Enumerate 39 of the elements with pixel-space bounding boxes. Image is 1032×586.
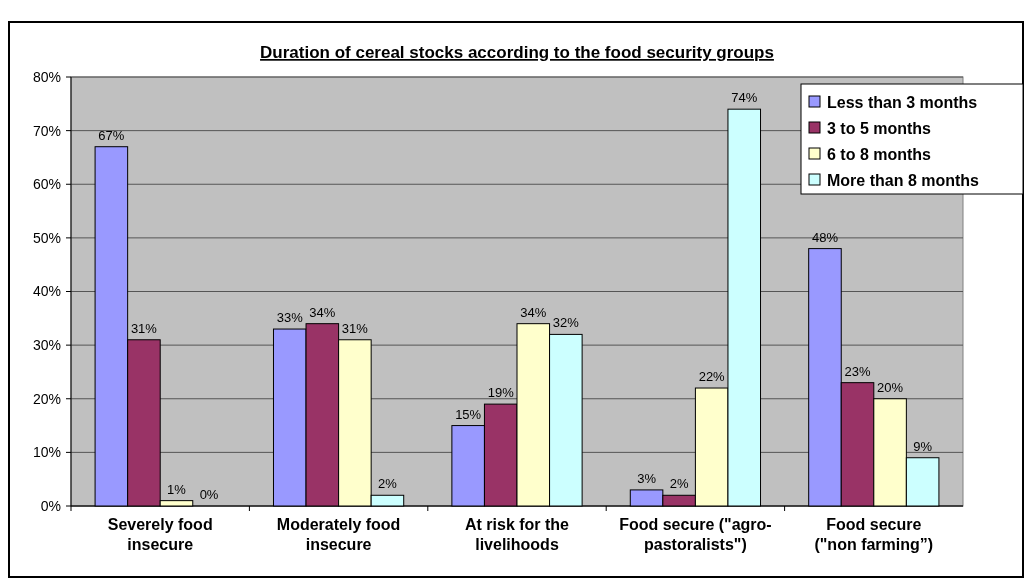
legend-label: More than 8 months bbox=[827, 171, 980, 189]
text: 31% bbox=[341, 320, 368, 336]
x-tick-label: Food secure ("agro- pastoralists") bbox=[619, 516, 772, 553]
y-tick-label: 30% bbox=[32, 337, 61, 354]
x-tick-label: At risk for the livelihoods bbox=[464, 516, 570, 553]
legend-label: Less than 3 months bbox=[827, 93, 978, 111]
y-tick-label: 20% bbox=[32, 390, 61, 407]
text: 33% bbox=[276, 310, 303, 326]
text: 3% bbox=[637, 470, 656, 486]
legend-label: 6 to 8 months bbox=[827, 145, 932, 163]
x-tick-label: Severely food insecure bbox=[107, 516, 213, 553]
text: 34% bbox=[309, 304, 336, 320]
text: 2% bbox=[669, 476, 689, 492]
y-tick-label: 0% bbox=[40, 497, 61, 514]
text: 23% bbox=[844, 363, 871, 379]
x-tick-label: Moderately food insecure bbox=[276, 516, 401, 553]
text: 0% bbox=[199, 487, 219, 502]
text: 1% bbox=[167, 481, 186, 497]
text: 31% bbox=[130, 320, 157, 336]
y-tick-label: 40% bbox=[32, 283, 61, 300]
text: 19% bbox=[487, 385, 514, 401]
text: 48% bbox=[811, 229, 838, 245]
x-tick-label: Food secure ("non farming”) bbox=[814, 516, 934, 553]
text: 20% bbox=[877, 379, 904, 395]
y-tick-label: 10% bbox=[32, 444, 61, 461]
legend-label: 3 to 5 months bbox=[827, 119, 932, 137]
chart-title: Duration of cereal stocks according to the food security groups bbox=[260, 43, 774, 62]
y-tick-label: 80% bbox=[32, 68, 61, 85]
y-tick-label: 60% bbox=[32, 176, 61, 193]
text: 22% bbox=[698, 369, 725, 385]
text: 9% bbox=[913, 438, 933, 454]
y-tick-label: 50% bbox=[32, 229, 61, 246]
text: 67% bbox=[98, 127, 125, 143]
text: 2% bbox=[378, 476, 397, 492]
y-tick-label: 70% bbox=[32, 122, 61, 139]
text: 74% bbox=[731, 90, 758, 106]
text: 15% bbox=[455, 406, 482, 422]
text: 34% bbox=[520, 304, 547, 320]
text: 32% bbox=[552, 315, 579, 331]
